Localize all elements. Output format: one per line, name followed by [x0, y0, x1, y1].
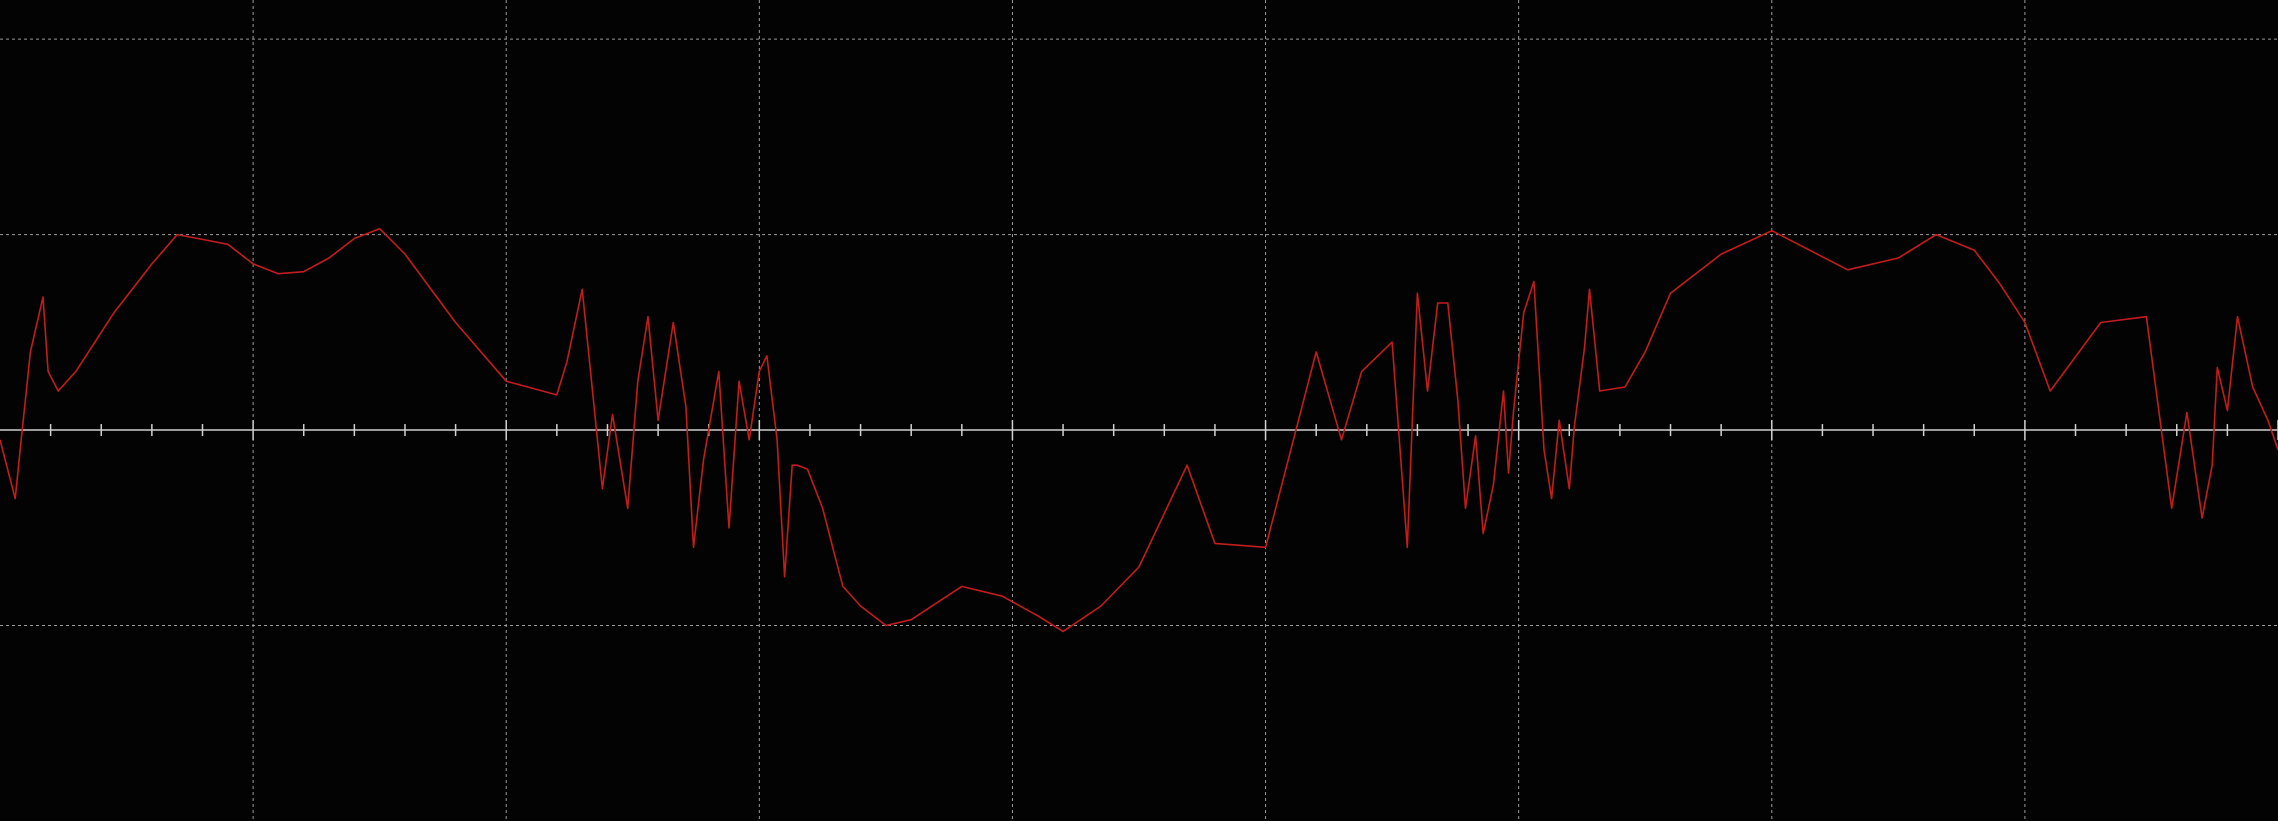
- vertical-gridlines: [252, 0, 2026, 821]
- horizontal-gridlines: [0, 38, 2278, 627]
- axis-ticks: [49, 420, 2278, 441]
- signal-trace: [0, 227, 2278, 633]
